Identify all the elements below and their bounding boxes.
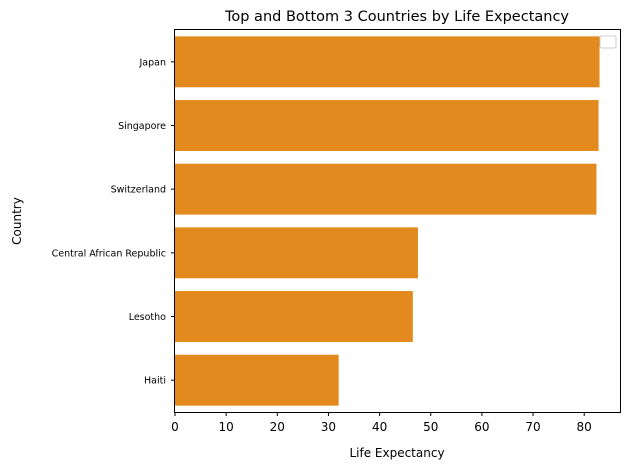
bar-switzerland [175, 163, 597, 215]
y-tick-label: Haiti [144, 376, 166, 387]
y-tick-label: Central African Republic [52, 248, 166, 259]
x-tick-label: 20 [270, 420, 285, 434]
bars-layer [175, 36, 600, 406]
x-tick-label: 10 [219, 420, 234, 434]
bar-haiti [175, 354, 339, 406]
bar-japan [175, 36, 600, 88]
x-tick-label: 80 [577, 420, 592, 434]
x-tick-label: 40 [372, 420, 387, 434]
bar-central-african-republic [175, 227, 418, 279]
x-tick-label: 70 [525, 420, 540, 434]
x-tick-label: 60 [474, 420, 489, 434]
ticks-layer: Japan Singapore Switzerland Central African… [52, 57, 592, 434]
x-tick-label: 30 [321, 420, 336, 434]
legend-box [599, 35, 617, 49]
bar-lesotho [175, 291, 413, 342]
plot-frame [174, 29, 621, 413]
x-tick-label: 50 [423, 420, 438, 434]
y-axis-label: Country [10, 197, 24, 245]
y-tick-label: Switzerland [111, 185, 166, 196]
chart-title: Top and Bottom 3 Countries by Life Expec… [224, 9, 569, 25]
x-axis-label: Life Expectancy [349, 446, 444, 460]
y-tick-label: Japan [139, 57, 167, 68]
bar-singapore [175, 100, 599, 151]
y-tick-label: Singapore [118, 121, 166, 132]
x-tick-label: 0 [171, 420, 179, 434]
y-tick-label: Lesotho [129, 312, 166, 323]
